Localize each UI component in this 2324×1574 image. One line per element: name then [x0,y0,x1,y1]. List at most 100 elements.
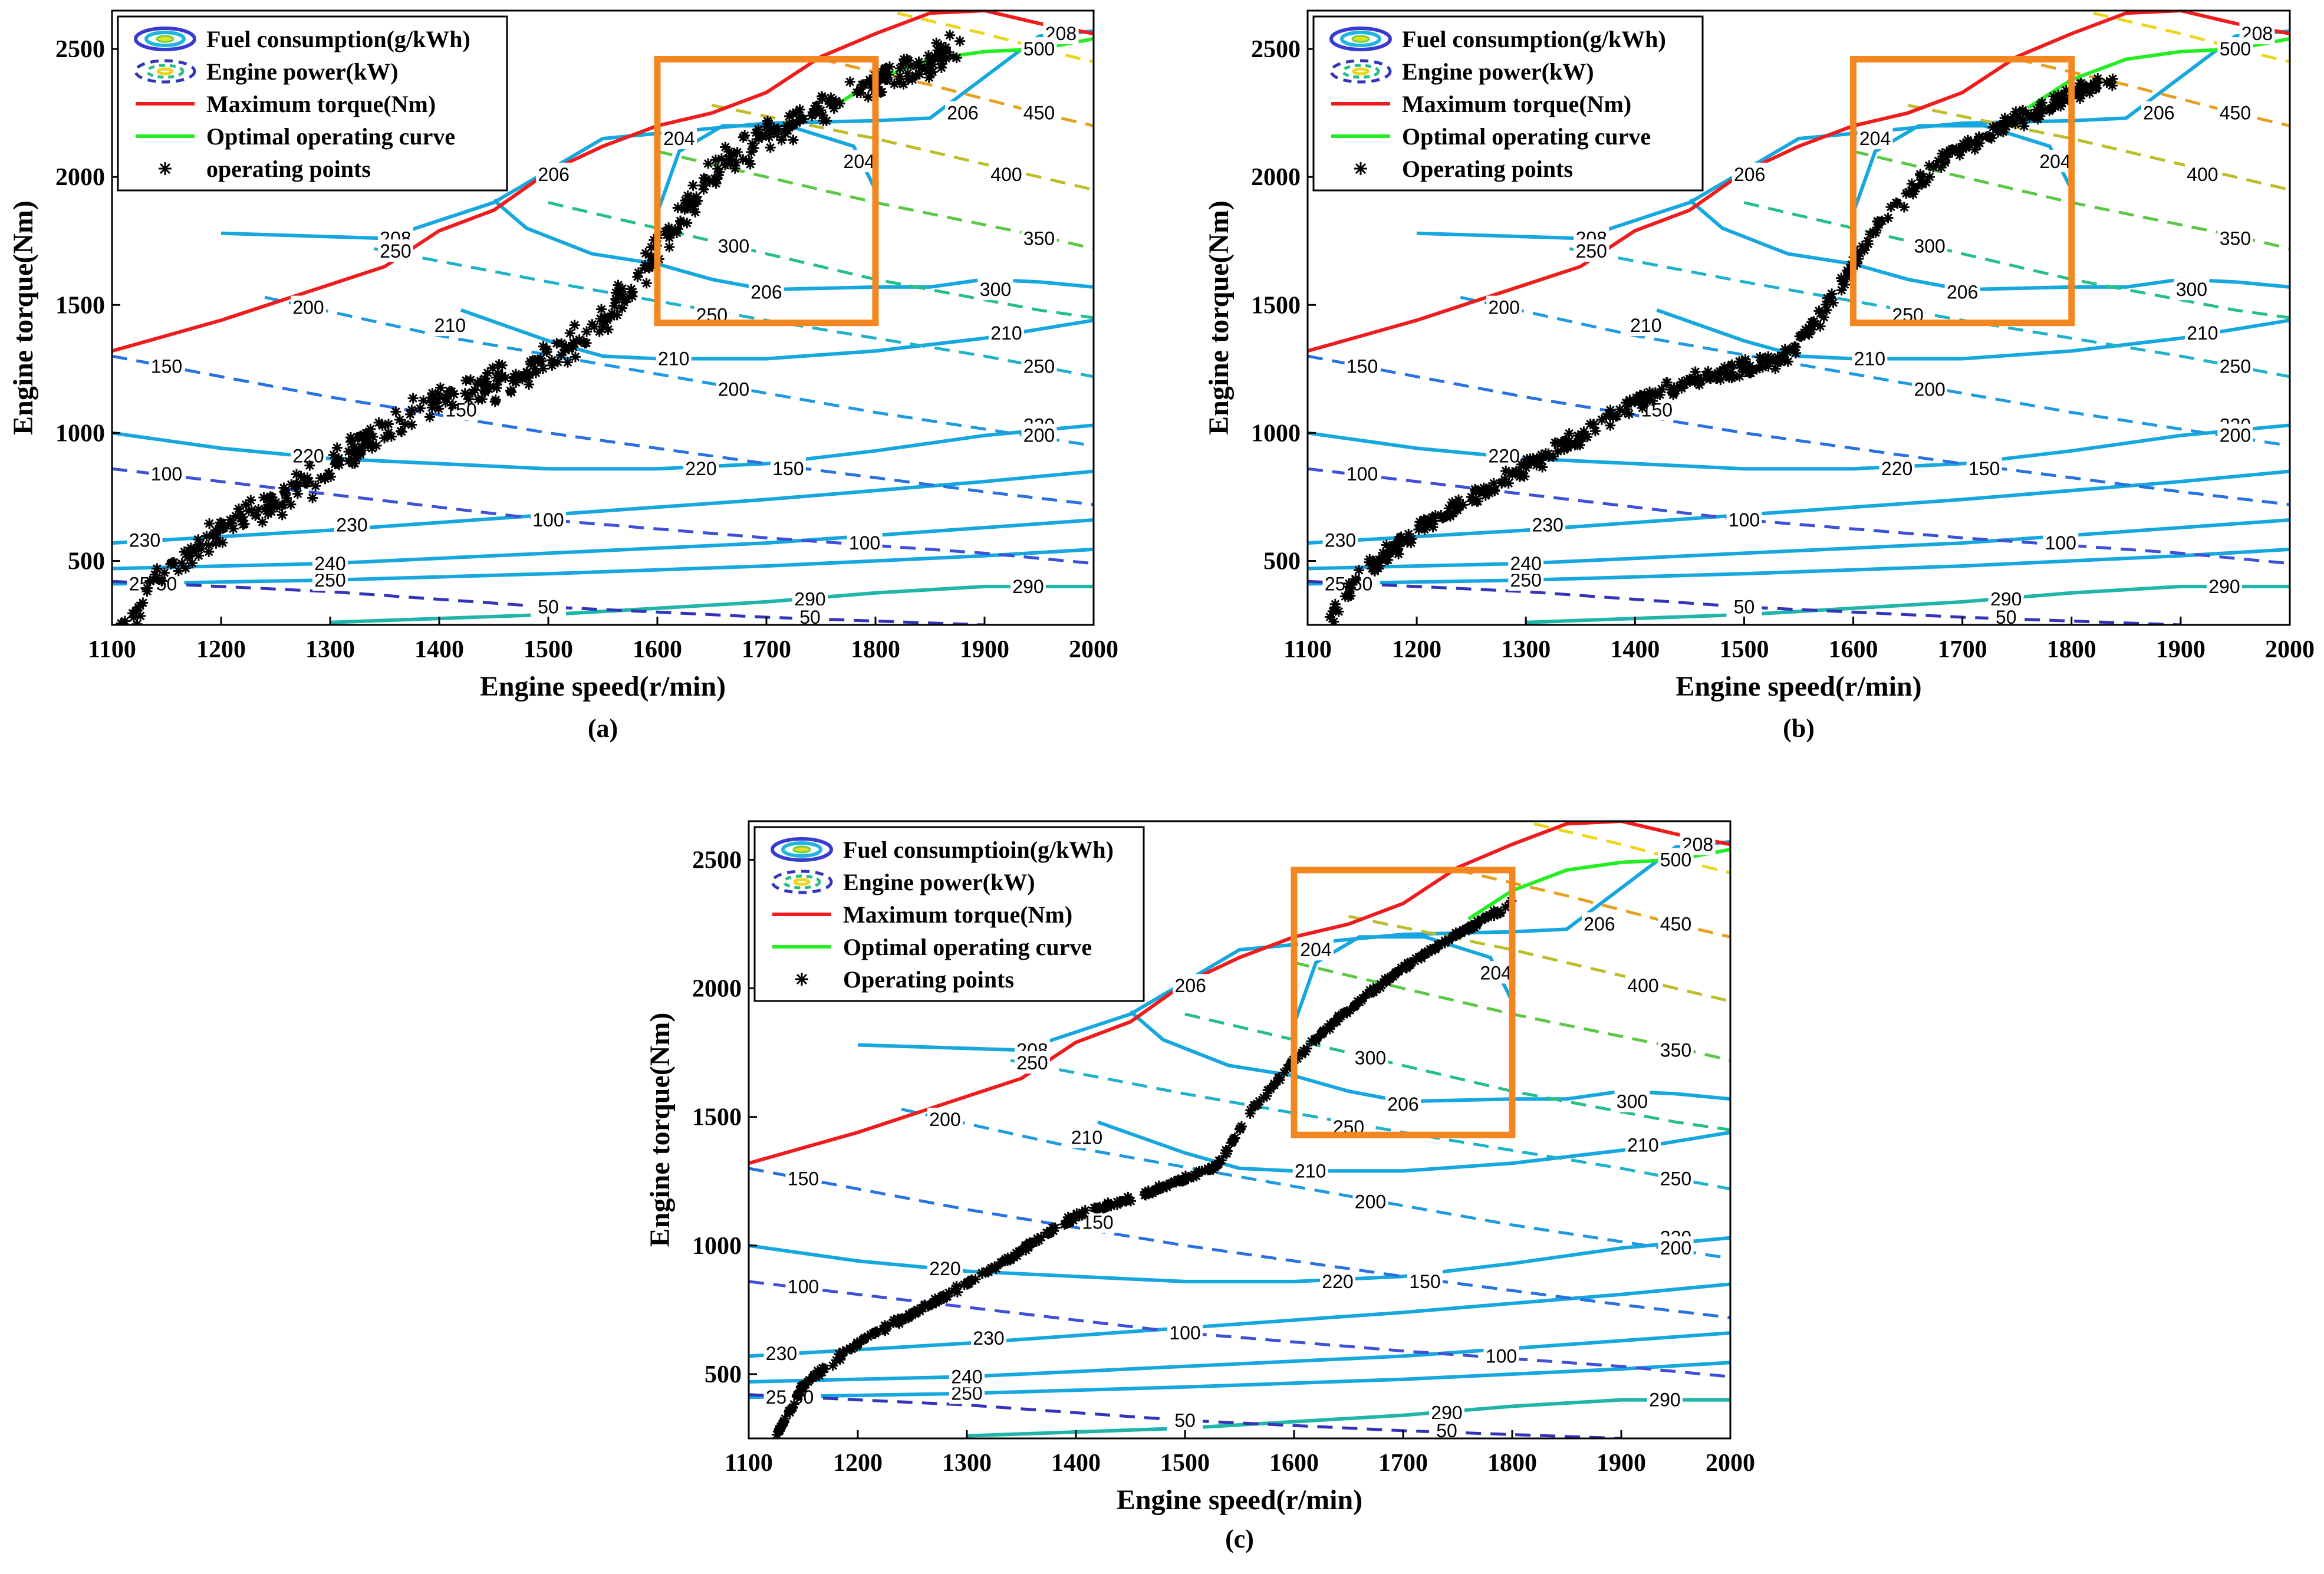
power-contour-100 [112,467,1094,565]
fuel-contour-220 [1308,423,2290,471]
contour-label-bg [149,462,185,485]
contour-label-206: 206 [538,164,570,185]
y-tick-label: 2000 [1251,164,1301,191]
contour-label-50: 50 [1996,607,2017,628]
contour-label-200: 200 [929,1109,960,1130]
legend-fuel-core [792,845,811,854]
contour-label-150: 150 [772,458,804,479]
contour-label-204: 204 [1300,939,1331,960]
contour-label-210: 210 [1854,348,1885,369]
max-torque-line [112,11,1094,353]
contour-label-100: 100 [1486,1345,1517,1366]
contour-label-bg [1658,1167,1694,1190]
y-tick-label: 500 [68,548,105,575]
operating-point-marks [1324,73,2118,625]
contour-labels: 2902902502502402302302202202202102102102… [127,22,1079,625]
y-tick-label: 1000 [55,420,105,447]
contour-label-100: 100 [1347,463,1378,485]
contour-label-206: 206 [1947,282,1978,303]
contour-label-206: 206 [1734,164,1765,185]
legend: Fuel consumption(g/kWh) Engine power(kW) M… [117,15,508,192]
contour-label-bg [149,354,185,377]
contour-label-200: 200 [1489,297,1520,318]
fuel-contour-208 [857,839,1730,1052]
contour-label-bg [2184,321,2220,344]
x-tick-label: 2000 [1069,636,1118,663]
x-tick-label: 1700 [1378,1450,1428,1477]
contour-labels: 2902902502502402302302202202202102102102… [763,832,1716,1438]
contour-label-bg [1486,295,1522,318]
contour-label-300: 300 [1355,1047,1386,1068]
legend: Fuel consumption(g/kWh) Engine power(kW) M… [1312,15,1704,192]
x-tick-label: 1800 [2047,636,2096,663]
contour-label-bg [1530,513,1566,536]
contour-label-bg [989,321,1024,344]
x-tick-label: 1300 [942,1450,992,1477]
x-tick-label: 1200 [1392,636,1441,663]
legend-fuel-symbol [1329,27,1392,51]
fuel-contour-208 [1417,29,2290,241]
contour-label-250: 250 [1576,241,1607,262]
contour-label-450: 450 [2220,103,2251,124]
contour-label-bg [763,1342,799,1365]
legend-points-symbol [795,973,808,986]
contour-label-290: 290 [2208,576,2240,597]
contour-label-250: 250 [2220,355,2251,377]
contour-label-200: 200 [2220,425,2251,446]
contour-label-bg [1658,848,1694,871]
x-tick-label: 1200 [196,636,246,663]
contour-label-bg [1726,595,1762,618]
contour-label-290: 290 [1649,1389,1680,1411]
contour-label-bg [1173,974,1209,997]
axes-frame [1306,9,2291,626]
contour-label-bg [1167,1408,1203,1431]
contour-label-250: 250 [380,241,411,262]
contour-label-bg [989,162,1024,185]
contour-label-bg [716,377,752,400]
chart-panel-b: 2902902502502402302302202202202102102102… [1203,9,2315,743]
contour-label-150: 150 [1347,355,1378,377]
x-tick-label: 1300 [1501,636,1551,663]
x-axis-label: Engine speed(r/min) [1675,671,1921,702]
max-torque-line [1308,11,2290,353]
contour-label-240: 240 [314,553,345,574]
fuel-contour-210 [1656,308,2290,361]
contour-label-220: 220 [1489,445,1520,466]
contour-label-240: 240 [1510,553,1542,574]
contour-label-bg [977,278,1013,301]
contour-label-bg [378,239,413,262]
fuel-contour-240 [112,518,1094,571]
contour-label-210: 210 [990,322,1022,344]
contour-label-500: 500 [1023,38,1055,60]
contour-label-bg [1021,354,1057,377]
contour-label-500: 500 [1660,849,1691,870]
contour-label-500: 500 [2220,38,2251,60]
legend-entry: Engine power(kW) [1402,58,1594,85]
contour-label-bg [661,127,697,150]
contour-label-bg [841,150,877,173]
contour-label-bg [1966,457,2002,480]
x-tick-label: 1800 [851,636,900,663]
contour-label-bg [531,595,566,618]
contour-label-150: 150 [1409,1271,1440,1292]
x-tick-label: 1600 [1829,636,1878,663]
contour-label-210: 210 [1627,1135,1658,1156]
y-tick-label: 1000 [692,1233,742,1260]
contour-label-bg [2037,150,2073,173]
legend-fuel-ring [144,31,186,47]
x-axis-label: Engine speed(r/min) [480,671,726,702]
highlight-box [654,55,879,327]
contour-label-bg [1069,1125,1105,1148]
contour-label-bg [531,508,566,531]
contour-label-bg [2217,101,2253,124]
fuel-contour-240 [749,1331,1730,1384]
contour-label-bg [1352,1190,1388,1213]
contour-label-200: 200 [718,379,749,400]
contour-label-bg [1732,162,1767,185]
fuel-contour-230 [112,469,1094,545]
x-tick-label: 1900 [960,636,1009,663]
x-tick-label: 1800 [1487,1450,1537,1477]
contour-label-400: 400 [1627,975,1658,996]
legend-fuel-ring [781,841,822,858]
contour-label-100: 100 [1729,509,1760,531]
